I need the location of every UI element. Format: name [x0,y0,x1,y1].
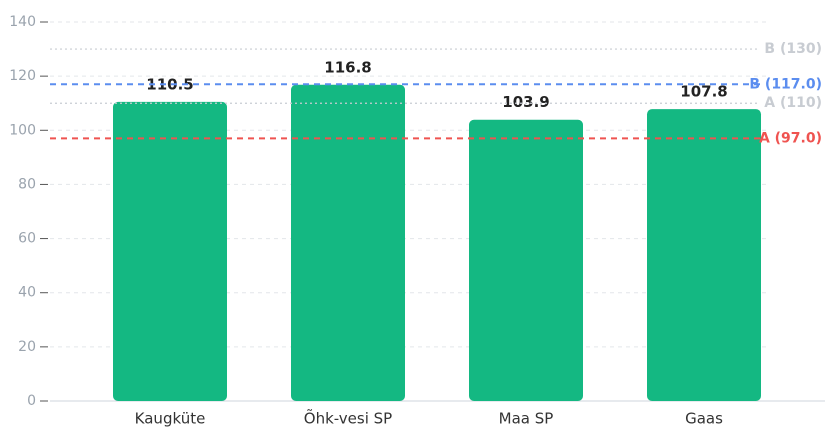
reference-label: A (97.0) [759,130,822,146]
bar [291,84,405,401]
y-tick-label: 120 [9,68,36,84]
y-tick-label: 20 [18,339,36,355]
x-tick-label: Maa SP [499,410,554,427]
value-label: 103.9 [502,93,549,111]
bar [469,119,583,402]
y-tick-label: 60 [18,231,36,247]
reference-label: B (130) [764,41,822,57]
y-tick-label: 0 [27,393,36,409]
reference-label: B (117.0) [749,76,822,92]
x-tick-label: Kaugküte [135,410,206,427]
y-tick-label: 40 [18,285,36,301]
y-tick-label: 80 [18,176,36,192]
y-tick-label: 140 [9,14,36,30]
bar [113,101,227,401]
reference-label: A (110) [764,95,822,111]
x-tick-label: Õhk-vesi SP [304,409,392,427]
x-tick-label: Gaas [685,410,723,427]
value-label: 110.5 [146,75,193,93]
y-tick-label: 100 [9,122,36,138]
value-label: 116.8 [324,58,371,76]
bar [647,109,761,402]
value-label: 107.8 [680,83,727,101]
